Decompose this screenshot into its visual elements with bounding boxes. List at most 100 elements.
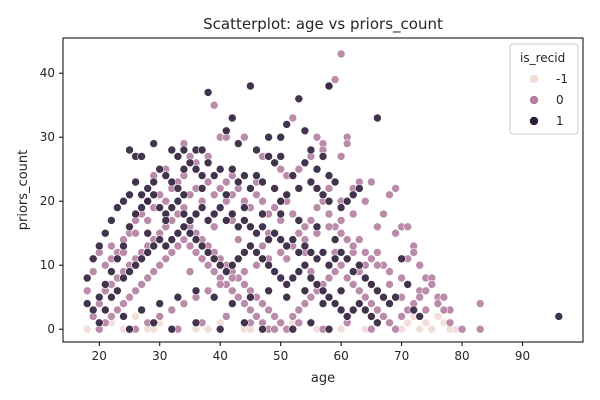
data-point [391, 324, 400, 334]
data-point [324, 292, 334, 302]
data-point [149, 318, 158, 328]
y-tick-label: 0 [47, 322, 55, 336]
data-point [306, 248, 316, 257]
data-point [143, 216, 152, 225]
data-point [252, 228, 261, 238]
y-tick-label: 10 [40, 258, 55, 272]
data-point [276, 318, 286, 328]
data-point [258, 324, 267, 334]
data-point [312, 164, 322, 174]
data-point [342, 139, 352, 148]
data-point [191, 286, 201, 296]
data-point [294, 94, 304, 104]
data-point [185, 267, 195, 276]
data-point [258, 299, 267, 308]
data-point [209, 222, 219, 232]
data-point [391, 184, 400, 193]
data-point [373, 222, 382, 232]
data-point [167, 235, 177, 244]
x-axis-ticks: 20 30 40 50 60 70 80 90 [92, 342, 530, 363]
data-point [215, 324, 225, 334]
data-point [270, 203, 279, 212]
data-point [95, 241, 104, 251]
data-point [433, 312, 443, 321]
data-point [324, 222, 334, 232]
data-point [107, 267, 116, 276]
data-point [336, 305, 346, 315]
data-point [258, 222, 267, 232]
x-axis-label: age [311, 371, 335, 386]
data-point [88, 254, 98, 264]
data-point [282, 120, 292, 129]
data-point [288, 171, 298, 180]
data-point [191, 235, 201, 244]
data-point [119, 196, 128, 206]
data-point [342, 312, 352, 321]
data-point [348, 241, 358, 251]
data-point [173, 241, 183, 251]
data-point [228, 286, 237, 296]
data-point [306, 216, 316, 225]
data-point [330, 177, 340, 187]
data-point [324, 273, 334, 283]
data-point [215, 184, 225, 193]
data-point [228, 113, 237, 123]
data-point [246, 305, 255, 315]
data-point [88, 305, 98, 315]
data-point [179, 222, 189, 232]
data-point [113, 286, 122, 296]
data-point [336, 203, 346, 212]
data-point [209, 100, 219, 110]
data-point [276, 235, 286, 244]
data-point [367, 324, 376, 334]
data-point [149, 241, 158, 251]
data-point [385, 267, 394, 276]
data-point [197, 203, 207, 212]
data-point [354, 299, 364, 308]
data-point [203, 88, 213, 97]
data-point [119, 299, 128, 308]
data-point [348, 305, 358, 315]
data-point [240, 216, 249, 225]
data-point [330, 235, 340, 244]
y-tick-label: 30 [40, 130, 55, 144]
data-point [300, 260, 310, 270]
data-point [203, 177, 213, 187]
data-point [379, 209, 388, 219]
data-point [421, 305, 431, 315]
data-point [324, 81, 334, 91]
data-point [234, 235, 243, 244]
data-point [203, 324, 213, 334]
data-point [385, 299, 394, 308]
data-point [222, 267, 231, 276]
data-point [179, 299, 189, 308]
data-point [336, 324, 346, 334]
data-point [288, 273, 298, 283]
data-point [167, 177, 177, 187]
data-point [107, 312, 116, 321]
data-point [161, 254, 171, 264]
data-point [119, 312, 128, 321]
data-point [185, 158, 195, 168]
data-point [234, 292, 243, 302]
data-point [312, 254, 322, 264]
data-point [143, 273, 152, 283]
points-layer [82, 49, 564, 334]
data-point [336, 216, 346, 225]
data-point [336, 152, 346, 161]
data-point [101, 228, 110, 238]
data-point [228, 164, 237, 174]
data-point [354, 184, 364, 193]
legend: is_recid -1 0 1 [509, 43, 579, 135]
data-point [354, 235, 364, 244]
data-point [312, 132, 322, 142]
data-point [143, 248, 152, 257]
data-point [167, 305, 177, 315]
data-point [318, 190, 328, 200]
data-point [191, 318, 201, 328]
data-point [427, 324, 437, 334]
data-point [131, 177, 140, 187]
data-point [342, 235, 352, 244]
data-point [215, 280, 225, 289]
data-point [324, 209, 334, 219]
